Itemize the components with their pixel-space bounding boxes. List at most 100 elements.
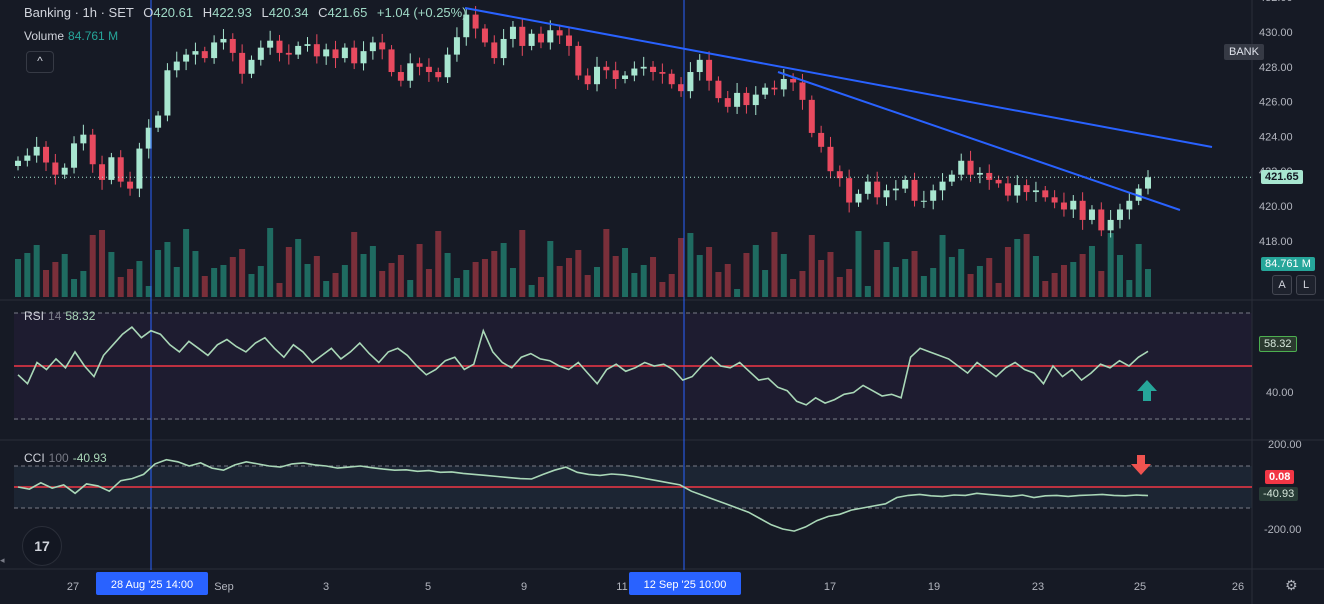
volume-bar: [986, 258, 993, 297]
candle-body: [1070, 200, 1077, 210]
volume-bar: [295, 239, 302, 297]
gear-icon[interactable]: ⚙: [1285, 577, 1298, 593]
volume-bar: [948, 257, 955, 297]
candle-body: [790, 78, 797, 83]
cci-tick-label: -200.00: [1264, 524, 1301, 536]
volume-bar: [659, 282, 666, 297]
log-scale-button[interactable]: L: [1296, 275, 1316, 295]
volume-bar: [425, 269, 432, 297]
candle-body: [295, 45, 302, 55]
chart-header: Banking · 1h · SET O420.61 H422.93 L420.…: [24, 5, 467, 20]
high-label: H: [202, 5, 213, 20]
candle-body: [416, 63, 423, 67]
volume-bar: [668, 274, 675, 297]
volume-bar: [33, 245, 40, 297]
candle-body: [855, 193, 862, 203]
volume-bar: [211, 268, 218, 297]
candle-body: [211, 42, 218, 59]
candle-body: [117, 157, 124, 182]
price-tick-label: 428.00: [1259, 62, 1293, 74]
volume-bar: [43, 270, 50, 297]
price-tick-label: 430.00: [1259, 27, 1293, 39]
volume-bar: [1004, 247, 1011, 297]
volume-bar: [369, 246, 376, 297]
candle-body: [715, 80, 722, 99]
candle-body: [192, 51, 199, 55]
candle-body: [519, 26, 526, 46]
volume-bar: [108, 252, 115, 297]
candle-body: [444, 54, 451, 78]
volume-bar: [173, 267, 180, 297]
volume-bar: [967, 274, 974, 297]
symbol-title[interactable]: Banking · 1h · SET: [24, 5, 134, 20]
candle-body: [752, 94, 759, 106]
rsi-label[interactable]: RSI: [24, 309, 45, 323]
candle-body: [762, 87, 769, 95]
candle-body: [15, 160, 21, 166]
candle-body: [528, 33, 535, 46]
volume-bar: [453, 278, 460, 297]
candle-body: [696, 59, 703, 73]
volume-bar: [416, 244, 423, 297]
candle-body: [659, 72, 666, 74]
cci-label[interactable]: CCI: [24, 451, 45, 465]
volume-bar: [752, 245, 759, 297]
auto-scale-button[interactable]: A: [1272, 275, 1292, 295]
candle-body: [612, 70, 619, 79]
candle-body: [864, 181, 871, 194]
candle-body: [435, 72, 442, 78]
candle-body: [930, 190, 937, 201]
candle-body: [509, 26, 516, 39]
volume-bar: [276, 283, 283, 297]
candle-body: [43, 146, 50, 163]
volume-bar: [874, 250, 881, 297]
volume-bar: [762, 270, 769, 297]
volume-bar: [332, 273, 339, 297]
volume-bar: [556, 266, 563, 297]
volume-bar: [136, 261, 143, 297]
time-axis-scroll-icon[interactable]: ◂: [0, 555, 5, 565]
cci-zero-badge: 0.08: [1265, 470, 1295, 484]
volume-bar: [248, 274, 255, 297]
time-tick-label: 9: [521, 581, 527, 593]
volume-bar: [99, 230, 106, 297]
volume-bar: [89, 235, 96, 297]
time-tick-label: Sep: [214, 581, 234, 593]
candle-body: [1107, 219, 1114, 231]
volume-bar: [827, 252, 834, 297]
candle-body: [976, 172, 983, 175]
candle-body: [323, 49, 330, 57]
time-tick-label: 23: [1032, 581, 1044, 593]
candle-body: [743, 92, 750, 106]
volume-label[interactable]: Volume: [24, 29, 65, 43]
volume-bar: [1145, 269, 1151, 297]
candle-body: [71, 143, 78, 168]
volume-bar: [360, 254, 367, 297]
candle-body: [463, 14, 470, 38]
last-price-badge: 421.65: [1261, 170, 1303, 184]
volume-bar: [743, 253, 750, 297]
candle-body: [631, 68, 638, 76]
candle-body: [89, 134, 96, 165]
volume-bar: [351, 232, 358, 297]
candle-body: [52, 162, 59, 175]
volume-bar: [397, 255, 404, 297]
volume-bar: [565, 258, 572, 297]
candle-body: [453, 37, 460, 55]
candle-body: [1135, 188, 1142, 201]
volume-bar: [155, 250, 162, 297]
volume-bar: [622, 248, 629, 297]
candle-body: [397, 72, 404, 81]
price-tick-label: 420.00: [1259, 201, 1293, 213]
volume-bar: [1023, 234, 1030, 297]
candle-body: [1088, 209, 1095, 220]
price-tick-label: 432.00: [1259, 0, 1293, 4]
candle-body: [594, 66, 601, 85]
volume-bar: [780, 254, 787, 297]
candle-body: [201, 51, 208, 59]
candle-body: [369, 42, 376, 52]
open-value: 420.61: [153, 5, 194, 20]
time-marker-badge: [629, 572, 741, 595]
collapse-legend-button[interactable]: ^: [26, 51, 54, 73]
